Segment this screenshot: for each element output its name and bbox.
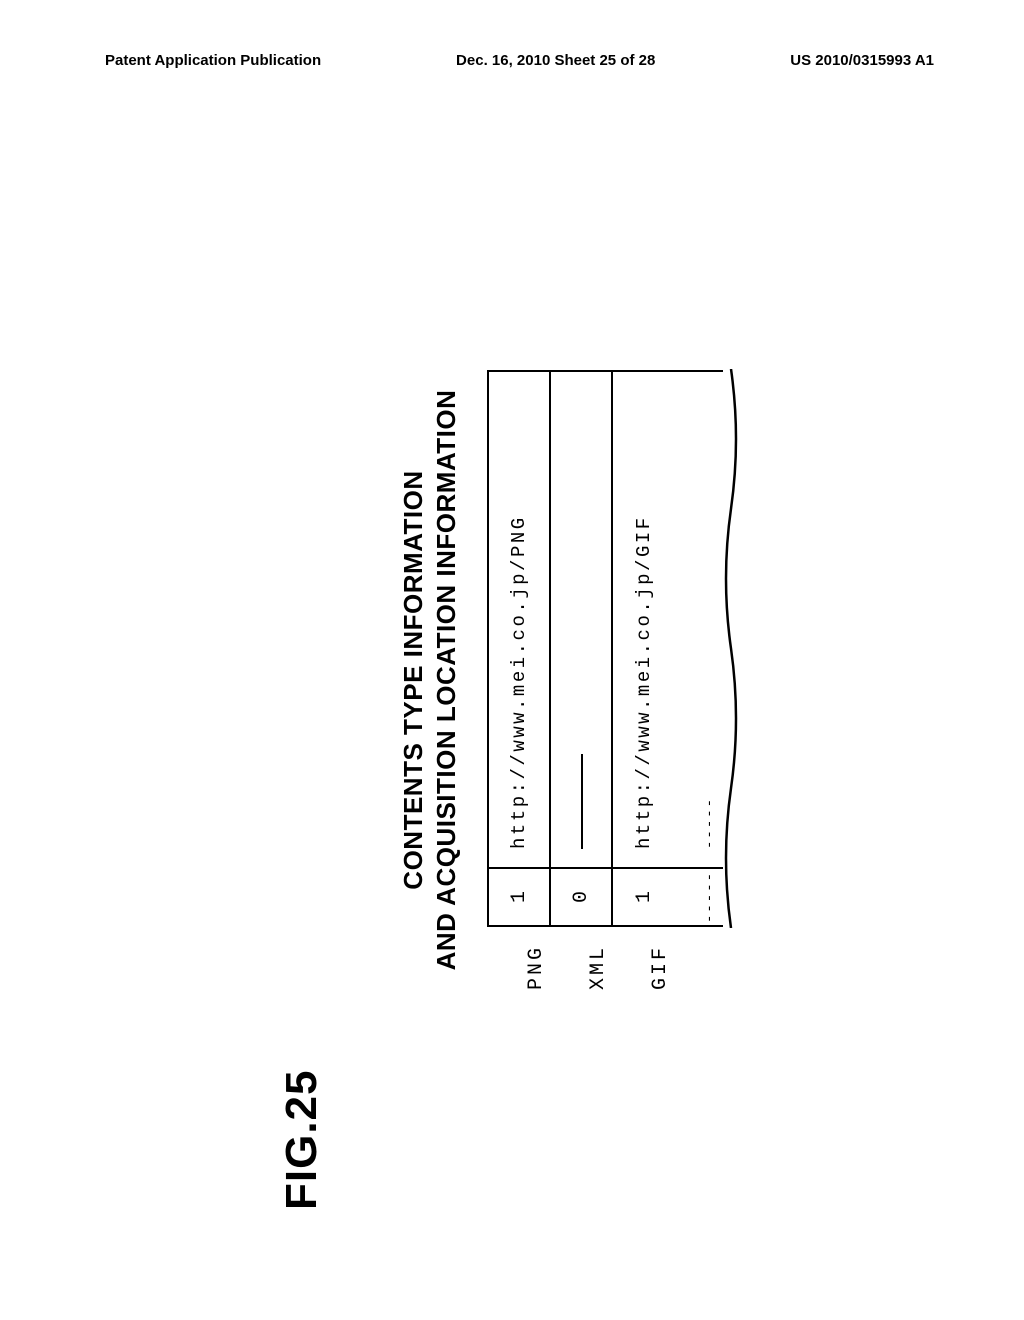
cell-flag: 1 — [489, 867, 549, 925]
figure-content: FIG.25 CONTENTS TYPE INFORMATION AND ACQ… — [277, 110, 747, 1210]
cell-flag: 0 — [551, 867, 611, 925]
row-label-png: PNG — [505, 945, 567, 990]
row-label-xml: XML — [567, 945, 629, 990]
page-header: Patent Application Publication Dec. 16, … — [0, 52, 1024, 69]
header-left: Patent Application Publication — [105, 52, 321, 69]
header-center: Dec. 16, 2010 Sheet 25 of 28 — [456, 52, 655, 69]
row-labels: PNG XML GIF — [487, 945, 691, 990]
row-label-gif: GIF — [629, 945, 691, 990]
cell-url: http://www.mei.co.jp/PNG — [489, 372, 549, 867]
header-right: US 2010/0315993 A1 — [790, 52, 934, 69]
figure-label: FIG.25 — [277, 1070, 327, 1211]
diagram-wrapper: CONTENTS TYPE INFORMATION AND ACQUISITIO… — [397, 370, 747, 990]
wave-bottom — [723, 369, 747, 928]
diagram-title: CONTENTS TYPE INFORMATION AND ACQUISITIO… — [397, 390, 462, 971]
cell-url-empty — [551, 372, 611, 867]
title-line-1: CONTENTS TYPE INFORMATION — [398, 470, 428, 889]
title-line-2: AND ACQUISITION LOCATION INFORMATION — [431, 390, 461, 971]
continuation-row: ----- ----- — [675, 372, 745, 925]
cell-url: http://www.mei.co.jp/GIF — [613, 372, 675, 867]
table-row: 1 http://www.mei.co.jp/GIF — [613, 372, 675, 925]
main-table: 1 http://www.mei.co.jp/PNG 0 1 http://ww… — [487, 370, 747, 927]
table-row: 1 http://www.mei.co.jp/PNG — [489, 372, 551, 925]
table-row: 0 — [551, 372, 613, 925]
cell-flag: 1 — [613, 867, 675, 925]
table-container: PNG XML GIF 1 http://www.mei.co.jp/PNG 0… — [487, 370, 747, 990]
